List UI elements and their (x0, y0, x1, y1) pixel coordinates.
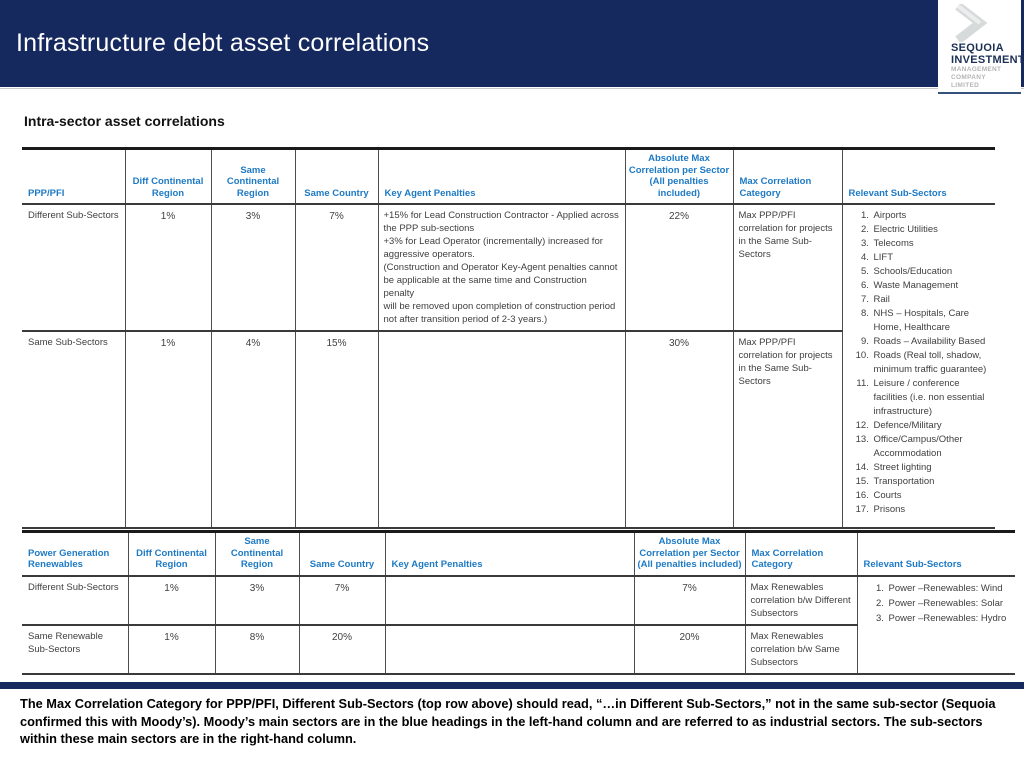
column-header-same-country: Same Country (298, 531, 385, 577)
sub-sector-item: Power –Renewables: Solar (887, 596, 1011, 611)
company-logo: SEQUOIA INVESTMENT MANAGEMENT COMPANY LI… (938, 0, 1024, 94)
column-header-same-continental-region: Same Continental Region (210, 148, 295, 205)
same-continental-value: 4% (210, 330, 295, 528)
logo-sub-line3: LIMITED (951, 82, 980, 89)
diff-continental-value: 1% (127, 575, 215, 625)
sub-sector-item: Office/Campus/Other Accommodation (872, 433, 991, 461)
column-header-key-agent-penalties: Key Agent Penalties (377, 148, 625, 205)
max-correlation-category-text: Max PPP/PFI correlation for projects in … (732, 204, 842, 331)
footer-divider-bar (0, 682, 1024, 689)
sub-sector-item: Rail (872, 293, 991, 307)
column-header-power-generation-renewables: Power Generation Renewables (22, 531, 128, 577)
same-country-value: 7% (298, 575, 385, 625)
column-header-absolute-max-correlation: Absolute Max Correlation per Sector (All… (633, 531, 745, 577)
sub-sector-item: Telecoms (872, 237, 991, 251)
column-header-absolute-max-correlation: Absolute Max Correlation per Sector (All… (624, 148, 733, 205)
same-country-value: 20% (298, 623, 385, 674)
sub-sector-item: Roads – Availability Based (872, 335, 991, 349)
column-header-same-continental-region: Same Continental Region (214, 531, 299, 577)
table-row: Same Sub-Sectors 1% 4% 15% 30% Max PPP/P… (22, 330, 995, 528)
row-label: Same Sub-Sectors (22, 330, 125, 528)
row-label: Same Renewable Sub-Sectors (22, 623, 128, 674)
sub-sector-item: Power –Renewables: Hydro (887, 611, 1011, 626)
absolute-max-value: 20% (633, 623, 745, 674)
sub-sector-item: Power –Renewables: Wind (887, 581, 1011, 596)
column-header-ppp-pfi: PPP/PFI (22, 148, 125, 205)
sub-sector-item: Defence/Military (872, 419, 991, 433)
column-header-max-correlation-category: Max Correlation Category (744, 531, 857, 577)
max-correlation-category-text: Max Renewables correlation b/w Same Subs… (744, 623, 857, 674)
table-row: Same Renewable Sub-Sectors 1% 8% 20% 20%… (22, 623, 1015, 674)
column-header-diff-continental-region: Diff Continental Region (124, 148, 211, 205)
page-title: Infrastructure debt asset correlations (16, 29, 430, 57)
sub-sector-list: Power –Renewables: WindPower –Renewables… (863, 581, 1011, 626)
logo-sub-line2: COMPANY (951, 74, 986, 81)
logo-name-line1: SEQUOIA (951, 42, 1004, 54)
absolute-max-value: 7% (633, 575, 745, 625)
logo-sub-line1: MANAGEMENT (951, 66, 1002, 73)
column-header-relevant-sub-sectors: Relevant Sub-Sectors (856, 531, 1015, 577)
column-header-diff-continental-region: Diff Continental Region (127, 531, 215, 577)
chevron-right-icon (955, 4, 988, 42)
sub-sector-item: Electric Utilities (872, 223, 991, 237)
sub-sector-item: Roads (Real toll, shadow, minimum traffi… (872, 349, 991, 377)
ppp-pfi-correlations-table: PPP/PFI Diff Continental Region Same Con… (22, 147, 995, 529)
sub-sector-item: Prisons (872, 503, 991, 517)
column-header-same-country: Same Country (294, 148, 378, 205)
max-correlation-category-text: Max Renewables correlation b/w Different… (744, 575, 857, 625)
same-continental-value: 3% (210, 204, 295, 331)
sub-sector-list: AirportsElectric UtilitiesTelecomsLIFTSc… (848, 209, 991, 517)
table-row: Different Sub-Sectors 1% 3% 7% 7% Max Re… (22, 575, 1015, 674)
column-header-key-agent-penalties: Key Agent Penalties (384, 531, 634, 577)
key-agent-penalties-text (377, 330, 625, 528)
sub-sector-item: NHS – Hospitals, Care Home, Healthcare (872, 307, 991, 335)
column-header-relevant-sub-sectors: Relevant Sub-Sectors (841, 148, 995, 205)
relevant-sub-sectors-cell: Power –Renewables: WindPower –Renewables… (856, 575, 1015, 674)
diff-continental-value: 1% (127, 623, 215, 674)
row-label: Different Sub-Sectors (28, 210, 119, 221)
absolute-max-value: 30% (624, 330, 733, 528)
sub-sector-item: Street lighting (872, 461, 991, 475)
table-row: Different Sub-Sectors 1% 3% 7% +15% for … (22, 204, 995, 528)
sub-sector-item: Leisure / conference facilities (i.e. no… (872, 377, 991, 419)
diff-continental-value: 1% (124, 204, 211, 331)
key-agent-penalties-text (384, 575, 634, 625)
header-divider (0, 88, 1024, 89)
same-continental-value: 3% (214, 575, 299, 625)
key-agent-penalties-text (384, 623, 634, 674)
key-agent-penalties-text: +15% for Lead Construction Contractor - … (377, 204, 625, 331)
sub-sector-item: Schools/Education (872, 265, 991, 279)
table-header-row: Power Generation Renewables Diff Contine… (22, 531, 1015, 577)
footnote-text: The Max Correlation Category for PPP/PFI… (20, 696, 996, 746)
sub-sector-item: Courts (872, 489, 991, 503)
sub-sector-item: Transportation (872, 475, 991, 489)
row-label: Different Sub-Sectors (28, 581, 119, 593)
sub-sector-item: Waste Management (872, 279, 991, 293)
column-header-max-correlation-category: Max Correlation Category (732, 148, 842, 205)
absolute-max-value: 22% (624, 204, 733, 331)
logo-name-line2: INVESTMENT (951, 54, 1024, 66)
diff-continental-value: 1% (124, 330, 211, 528)
header-bar: Infrastructure debt asset correlations (0, 0, 1024, 87)
table-header-row: PPP/PFI Diff Continental Region Same Con… (22, 148, 995, 205)
section-title: Intra-sector asset correlations (24, 113, 225, 129)
renewables-correlations-table: Power Generation Renewables Diff Contine… (22, 530, 1015, 675)
sub-sector-item: Airports (872, 209, 991, 223)
relevant-sub-sectors-cell: AirportsElectric UtilitiesTelecomsLIFTSc… (841, 204, 995, 528)
sub-sector-item: LIFT (872, 251, 991, 265)
max-correlation-category-text: Max PPP/PFI correlation for projects in … (732, 330, 842, 528)
same-country-value: 15% (294, 330, 378, 528)
same-continental-value: 8% (214, 623, 299, 674)
same-country-value: 7% (294, 204, 378, 331)
